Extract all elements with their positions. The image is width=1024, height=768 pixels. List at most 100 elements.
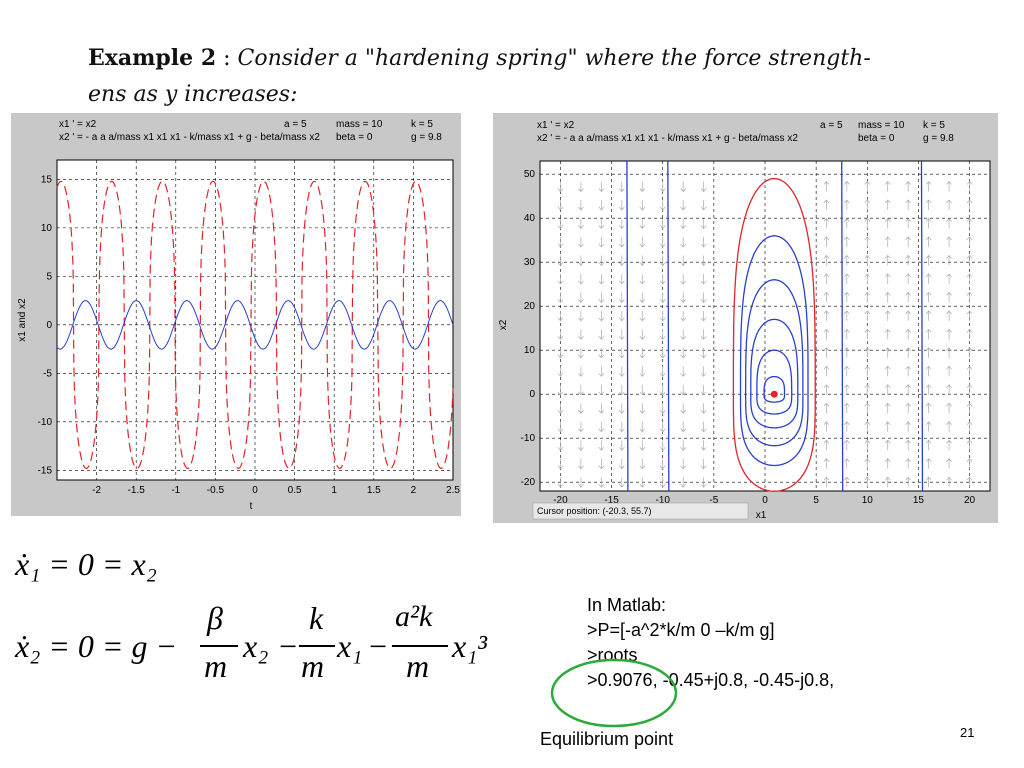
field-arrow-head	[700, 391, 707, 396]
vertical-trajectory	[667, 160, 670, 492]
field-arrow-head	[966, 458, 973, 462]
field-arrow-head	[700, 243, 707, 248]
field-arrow-head	[680, 188, 686, 193]
field-arrow-head	[946, 273, 952, 278]
field-arrow-head	[823, 291, 830, 296]
left-ytick-label: 10	[41, 223, 53, 234]
cursor-position-box	[532, 502, 749, 520]
field-arrow-head	[823, 458, 830, 462]
left-ticks: -2 -1.5 -1 -0.5 0 0.5 1 1.5 2 2.5 15 10 5 0 -5 -10 -15	[38, 174, 461, 496]
a2k-numerator: a²k	[395, 600, 433, 633]
field-arrow-head	[884, 347, 891, 352]
field-arrow-head	[925, 384, 932, 389]
field-arrow-head	[823, 402, 830, 407]
field-arrow-head	[598, 354, 605, 359]
field-arrow-head	[844, 310, 850, 315]
time-plot-svg: x1 ' = x2 x2 ' = - a a a/mass x1 x1 x1 -…	[17, 119, 461, 512]
field-arrow-head	[619, 410, 625, 414]
right-hdr-g: g = 9.8	[923, 133, 954, 144]
field-arrow-head	[619, 299, 625, 303]
phase-orbit-curve	[750, 318, 799, 429]
title-bold: Example 2	[88, 45, 217, 71]
equation-2: ẋ₂ = 0 = g − β m x₂ − k m x₁ − a²k m x₁³	[15, 600, 515, 690]
field-arrow-head	[659, 428, 666, 433]
field-arrow-head	[619, 225, 625, 230]
field-arrow-head	[966, 347, 973, 352]
right-ytick-label: 40	[524, 213, 536, 224]
field-arrow-head	[680, 206, 686, 211]
title-text-2: ens as y increases:	[88, 82, 298, 107]
field-arrow-head	[700, 262, 707, 266]
field-arrow-head	[557, 299, 564, 303]
field-arrow-head	[946, 291, 952, 296]
field-arrow-head	[966, 421, 973, 425]
field-arrow-head	[946, 458, 952, 462]
field-arrow-head	[619, 280, 625, 285]
field-arrow-head	[619, 336, 625, 340]
field-arrow-head	[700, 465, 707, 470]
phase-orbit-curve	[756, 349, 793, 415]
left-hdr-g: g = 9.8	[411, 132, 442, 143]
field-arrow-head	[864, 384, 871, 389]
m-denominator-3: m	[406, 648, 430, 684]
phase-orbits	[626, 160, 924, 492]
field-arrow-head	[823, 476, 830, 481]
field-arrow-head	[680, 336, 686, 340]
field-arrow-head	[884, 254, 891, 259]
field-arrow-head	[639, 354, 646, 359]
field-arrow-head	[639, 206, 646, 211]
field-arrow-head	[884, 328, 891, 333]
right-hdr-a: a = 5	[820, 120, 843, 131]
field-arrow-head	[557, 373, 564, 377]
equation-1: ẋ₁ = 0 = x₂	[15, 546, 157, 583]
field-arrow-head	[659, 299, 666, 303]
field-arrow-head	[619, 206, 625, 211]
field-arrow-head	[864, 291, 871, 296]
field-arrow-head	[844, 421, 850, 425]
field-arrow-head	[925, 402, 932, 407]
field-arrow-head	[925, 217, 932, 222]
field-arrow-head	[823, 310, 830, 315]
field-arrow-head	[966, 402, 973, 407]
field-arrow-head	[639, 280, 646, 285]
field-arrow-head	[925, 254, 932, 259]
field-arrow-head	[578, 410, 584, 414]
direction-field	[557, 180, 973, 488]
field-arrow-head	[966, 254, 973, 259]
field-arrow-head	[557, 428, 564, 433]
field-arrow-head	[557, 188, 564, 193]
right-ytick-label: -20	[521, 477, 536, 488]
field-arrow-head	[680, 373, 686, 377]
field-arrow-head	[598, 280, 605, 285]
field-arrow-head	[884, 458, 891, 462]
left-xtick-label: 1.5	[367, 485, 381, 496]
x1-series-line	[56, 300, 454, 350]
field-arrow-head	[946, 254, 952, 259]
field-arrow-head	[557, 280, 564, 285]
field-arrow-head	[619, 447, 625, 451]
cursor-position-text: Cursor position: (-20.3, 55.7)	[537, 506, 652, 516]
field-arrow-head	[966, 236, 973, 241]
field-arrow-head	[659, 243, 666, 248]
field-arrow-head	[864, 217, 871, 222]
field-arrow-head	[925, 199, 932, 204]
field-arrow-head	[844, 236, 850, 241]
left-xtick-label: 0	[252, 485, 258, 496]
field-arrow-head	[946, 365, 952, 370]
field-arrow-head	[598, 317, 605, 322]
field-arrow-head	[619, 373, 625, 377]
field-arrow-head	[905, 347, 911, 352]
right-xtick-label: 0	[762, 495, 768, 506]
field-arrow-head	[844, 365, 850, 370]
field-arrow-head	[700, 483, 707, 488]
field-arrow-head	[844, 199, 850, 204]
field-arrow-head	[557, 336, 564, 340]
left-hdr-k: k = 5	[411, 119, 433, 130]
field-arrow-head	[578, 262, 584, 266]
left-ytick-label: -15	[38, 465, 53, 476]
field-arrow-head	[864, 199, 871, 204]
field-arrow-head	[905, 254, 911, 259]
field-arrow-head	[946, 402, 952, 407]
matlab-block: In Matlab: >P=[-a^2*k/m 0 –k/m g] >roots…	[587, 593, 834, 693]
field-arrow-head	[598, 483, 605, 488]
